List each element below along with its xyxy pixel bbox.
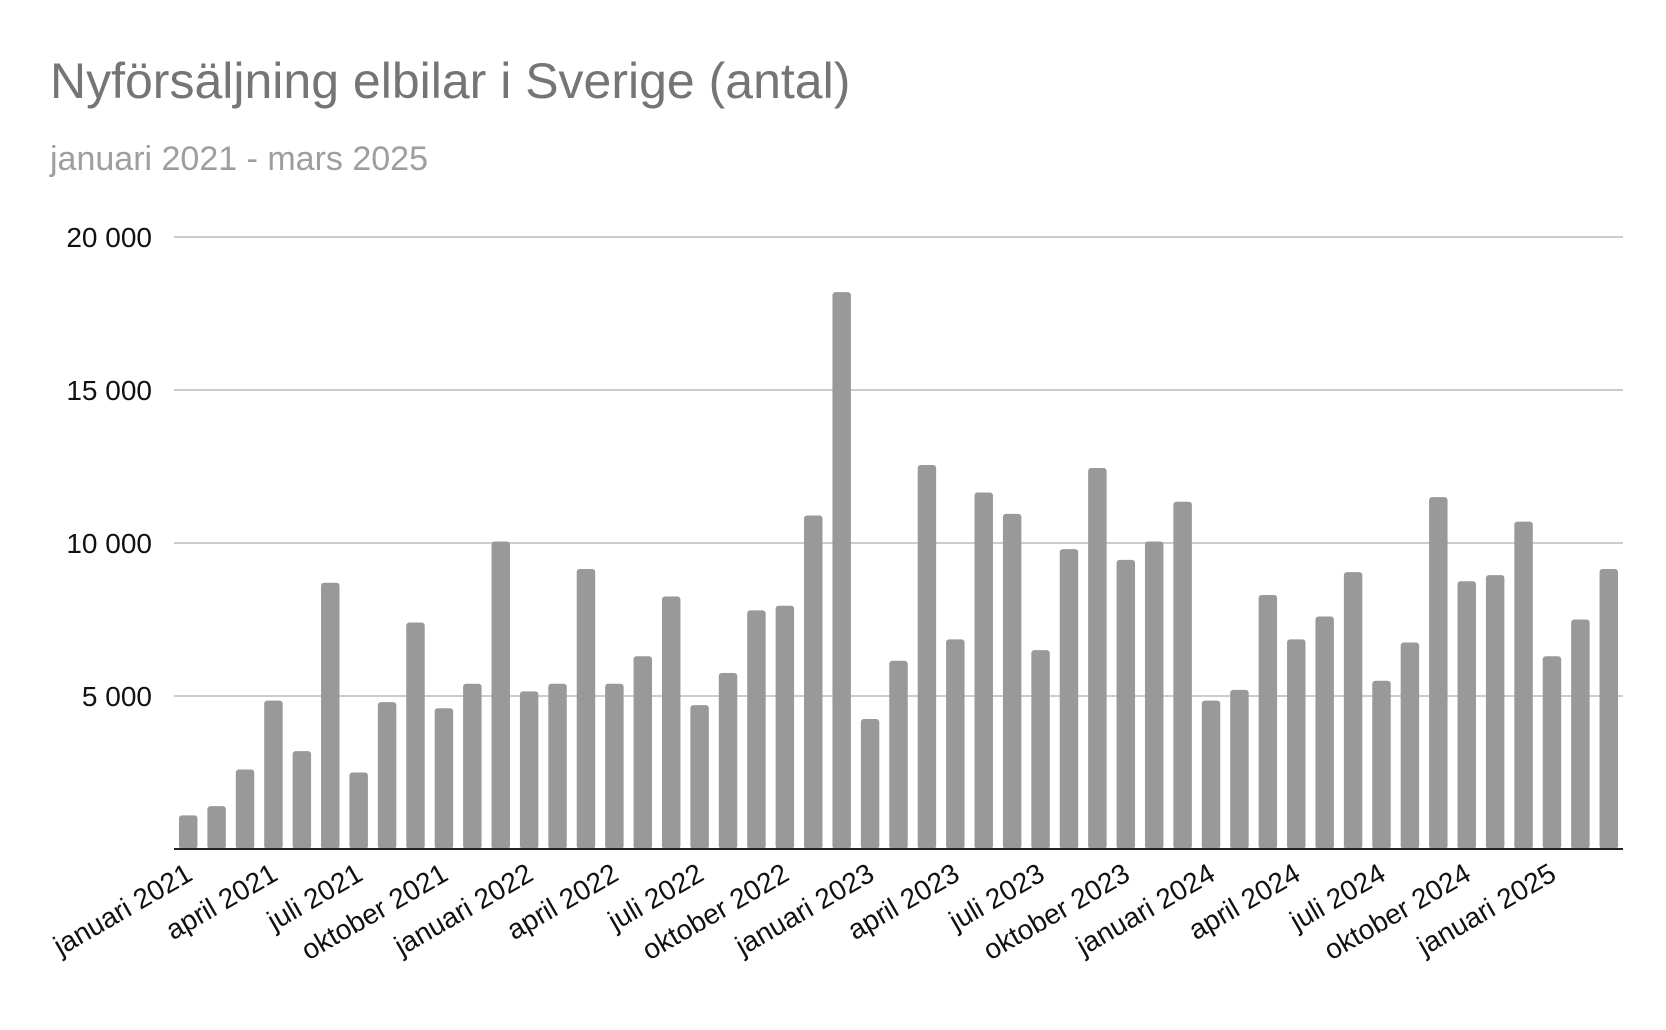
bar: maj 2022: 6300 [633, 656, 653, 849]
y-axis-ticks: 5 000 10 000 15 000 20 000 [66, 222, 152, 712]
bar: juni 2023: 10950 [1002, 513, 1022, 849]
bar: oktober 2022: 7950 [775, 605, 795, 849]
bar: juli 2021: 2500 [349, 772, 368, 849]
bar: augusti 2022: 5750 [718, 673, 738, 849]
bar: november 2022: 10900 [804, 515, 823, 849]
bar: februari 2023: 6150 [889, 660, 908, 849]
bar: januari 2025: 6300 [1542, 656, 1562, 849]
bar: augusti 2023: 9800 [1059, 549, 1079, 849]
bar: augusti 2021: 4800 [377, 702, 397, 849]
bars: januari 2021: 1100 februari 2021: 1400 mar… [178, 292, 1619, 850]
bar: augusti 2024: 6750 [1400, 642, 1420, 849]
bar: maj 2021: 3200 [292, 751, 312, 849]
bar: juni 2021: 8700 [321, 582, 340, 849]
chart-title: Nyförsäljning elbilar i Sverige (antal) [50, 53, 851, 109]
bar: januari 2021: 1100 [178, 815, 198, 849]
bar: april 2024: 6850 [1287, 639, 1306, 849]
bar: januari 2023: 4250 [860, 718, 880, 849]
y-tick-label: 15 000 [66, 375, 152, 406]
bar: oktober 2023: 9450 [1116, 559, 1136, 849]
bar: december 2024: 10700 [1514, 521, 1533, 849]
bar: februari 2021: 1400 [207, 806, 226, 849]
bar: juni 2024: 9050 [1343, 572, 1363, 849]
bar: februari 2022: 5400 [548, 683, 567, 849]
bar: mars 2023: 12550 [917, 464, 937, 849]
gridlines [174, 236, 1623, 697]
bar: december 2022: 18200 [832, 292, 851, 850]
bar: maj 2024: 7600 [1315, 616, 1334, 849]
bar: oktober 2024: 8750 [1457, 581, 1476, 849]
bar: juli 2022: 4700 [690, 705, 709, 849]
bar: april 2021: 4850 [264, 700, 283, 849]
bar: mars 2022: 9150 [576, 569, 596, 849]
bar: september 2023: 12450 [1088, 468, 1107, 849]
chart-subtitle: januari 2021 - mars 2025 [50, 140, 429, 178]
bar: december 2021: 10050 [491, 541, 510, 849]
bar: april 2023: 6850 [946, 639, 965, 849]
y-tick-label: 20 000 [66, 222, 152, 253]
bar: juni 2022: 8250 [661, 596, 681, 849]
bar: juli 2023: 6500 [1031, 650, 1050, 849]
bar: mars 2025: 9150 [1599, 569, 1619, 849]
bar: februari 2024: 5200 [1230, 689, 1249, 849]
y-tick-label: 10 000 [66, 528, 152, 559]
bar: april 2022: 5400 [605, 683, 624, 849]
bar: februari 2025: 7500 [1571, 619, 1590, 849]
bar: oktober 2021: 4600 [434, 708, 454, 849]
bar: maj 2023: 11650 [974, 492, 993, 849]
bar: januari 2022: 5150 [519, 691, 539, 849]
y-tick-label: 5 000 [82, 681, 152, 712]
bar: december 2023: 11350 [1173, 501, 1192, 849]
bar: september 2024: 11500 [1429, 497, 1448, 849]
bar: januari 2024: 4850 [1201, 700, 1221, 849]
bar: september 2021: 7400 [406, 622, 425, 849]
bar: november 2023: 10050 [1144, 541, 1164, 849]
bar: november 2021: 5400 [463, 683, 482, 849]
bar: mars 2021: 2600 [235, 769, 255, 849]
bar: november 2024: 8950 [1485, 575, 1505, 849]
bar: september 2022: 7800 [747, 610, 766, 849]
bar: mars 2024: 8300 [1258, 595, 1278, 849]
